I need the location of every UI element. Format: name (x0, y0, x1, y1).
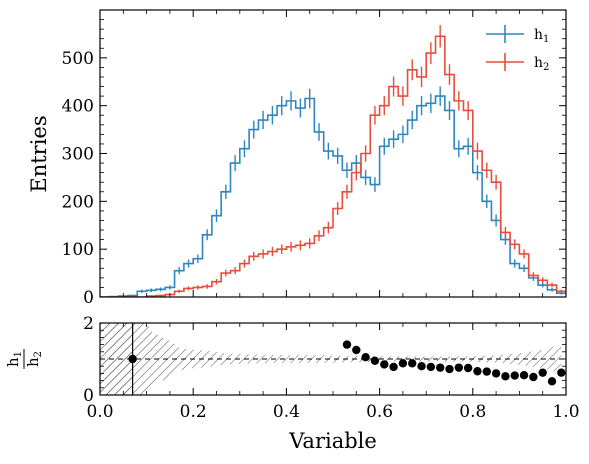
ratio-point (519, 371, 529, 380)
ratio-point (538, 368, 547, 377)
ratio-point (454, 363, 464, 372)
ytick-label: 400 (62, 97, 94, 117)
ratio-point (417, 362, 426, 371)
ratio-ytick-label: 0 (83, 386, 94, 406)
main-ticks: 0 100 200 300 400 500 (62, 10, 567, 308)
ratio-series-layer (100, 323, 566, 395)
ratio-xtick-label: 0.2 (180, 402, 207, 422)
ratio-point (389, 362, 398, 372)
ratio-point (445, 364, 454, 374)
ratio-xtick-label: 0.4 (273, 402, 300, 422)
legend-label: h1 (534, 27, 549, 45)
ratio-point (510, 371, 519, 380)
ratio-point (435, 363, 445, 372)
ratio-ytick-label: 2 (83, 314, 94, 334)
ratio-point (361, 353, 370, 362)
main-series-layer (100, 25, 566, 297)
ratio-point (482, 367, 491, 376)
ratio-ylabel-den: h2 (24, 351, 44, 367)
ratio-point (491, 369, 501, 378)
ratio-point (128, 354, 137, 364)
step-line-h2 (100, 35, 566, 297)
ratio-point (463, 363, 473, 373)
ytick-label: 300 (62, 145, 94, 165)
ratio-point (547, 377, 557, 386)
main-panel: 0 100 200 300 400 500 Entries h1 h2 (27, 9, 567, 308)
legend-label: h2 (534, 55, 549, 73)
ratio-point (557, 368, 566, 377)
ratio-point (473, 367, 482, 376)
ratio-point (342, 340, 352, 349)
main-ylabel: Entries (27, 115, 51, 192)
ratio-point (380, 360, 389, 369)
main-frame (99, 9, 567, 298)
ratio-point (501, 372, 510, 381)
legend-item-h2: h2 (486, 53, 549, 73)
uncertainty-band (104, 323, 562, 395)
ratio-point (408, 359, 417, 368)
ytick-label: 500 (62, 49, 94, 69)
ratio-xlabel: Variable (288, 429, 377, 453)
ratio-xtick-label: 0.0 (86, 402, 113, 422)
ratio-xtick-label: 1.0 (552, 402, 579, 422)
ratio-xtick-label: 0.6 (366, 402, 393, 422)
ratio-point (426, 362, 436, 372)
ratio-xtick-label: 0.8 (459, 402, 486, 422)
ratio-point (352, 345, 361, 355)
ytick-label: 200 (62, 192, 94, 212)
ratio-panel: 0 2 0.0 0.2 0.4 0.6 0.8 1.0 Variable h1 h2 (4, 314, 580, 453)
series-h1 (100, 86, 566, 297)
step-line-h1 (100, 95, 566, 297)
ratio-ylabel-num: h1 (4, 351, 24, 367)
ratio-ylabel: h1 h2 (4, 349, 44, 369)
legend: h1 h2 (486, 25, 549, 73)
legend-item-h1: h1 (486, 25, 549, 45)
ratio-point (398, 359, 408, 368)
ratio-point (529, 372, 538, 382)
ratio-frame (99, 322, 567, 396)
ytick-label: 100 (62, 240, 94, 260)
ytick-label: 0 (83, 288, 94, 308)
ratio-point (370, 356, 380, 365)
series-h2 (100, 25, 566, 297)
